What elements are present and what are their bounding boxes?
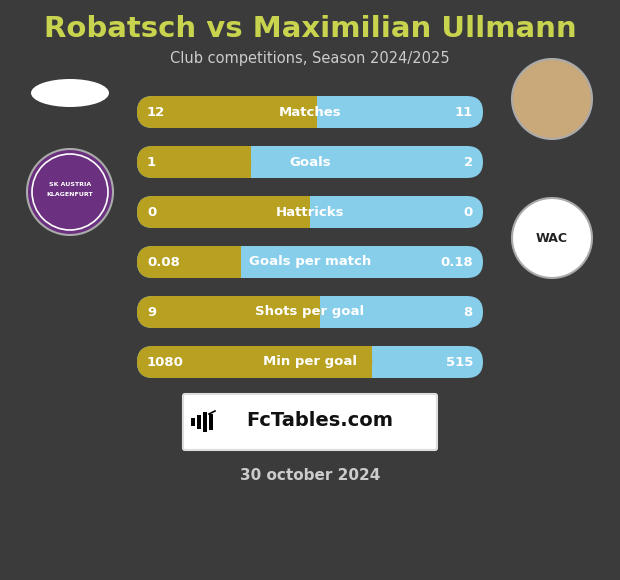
Bar [209,414,213,430]
Bar [304,296,321,328]
Circle shape [512,198,592,278]
FancyBboxPatch shape [137,296,483,328]
Text: 1080: 1080 [147,356,184,368]
FancyBboxPatch shape [137,196,310,228]
Bar [294,196,310,228]
Text: Shots per goal: Shots per goal [255,306,365,318]
Bar [203,412,207,432]
Text: Club competitions, Season 2024/2025: Club competitions, Season 2024/2025 [170,52,450,67]
Bar [191,418,195,426]
Text: Goals: Goals [289,155,331,169]
Text: 0: 0 [147,205,156,219]
Bar [235,146,251,178]
Text: Goals per match: Goals per match [249,256,371,269]
FancyBboxPatch shape [137,246,483,278]
Text: 0.18: 0.18 [440,256,473,269]
FancyBboxPatch shape [137,246,241,278]
Text: 0: 0 [464,205,473,219]
Bar [225,246,241,278]
Text: SK AUSTRIA: SK AUSTRIA [49,183,91,187]
Text: FcTables.com: FcTables.com [247,411,394,430]
Text: 8: 8 [464,306,473,318]
Text: 30 october 2024: 30 october 2024 [240,467,380,483]
FancyBboxPatch shape [137,146,251,178]
Bar [197,415,201,429]
Text: Matches: Matches [278,106,342,118]
Ellipse shape [31,79,109,107]
Text: WAC: WAC [536,231,568,245]
Bar [356,346,372,378]
FancyBboxPatch shape [137,96,317,128]
Text: 9: 9 [147,306,156,318]
Text: 515: 515 [446,356,473,368]
Text: KLAGENFURT: KLAGENFURT [46,193,94,198]
Text: 2: 2 [464,155,473,169]
FancyBboxPatch shape [137,96,483,128]
Text: 12: 12 [147,106,166,118]
Text: 11: 11 [454,106,473,118]
Circle shape [512,59,592,139]
FancyBboxPatch shape [183,394,437,450]
Text: 0.08: 0.08 [147,256,180,269]
Text: Min per goal: Min per goal [263,356,357,368]
Text: Hattricks: Hattricks [276,205,344,219]
FancyBboxPatch shape [137,346,483,378]
FancyBboxPatch shape [137,296,321,328]
FancyBboxPatch shape [137,146,483,178]
Text: 1: 1 [147,155,156,169]
Bar [301,96,317,128]
FancyBboxPatch shape [137,346,372,378]
Circle shape [27,149,113,235]
FancyBboxPatch shape [137,196,483,228]
Text: Robatsch vs Maximilian Ullmann: Robatsch vs Maximilian Ullmann [43,15,577,43]
